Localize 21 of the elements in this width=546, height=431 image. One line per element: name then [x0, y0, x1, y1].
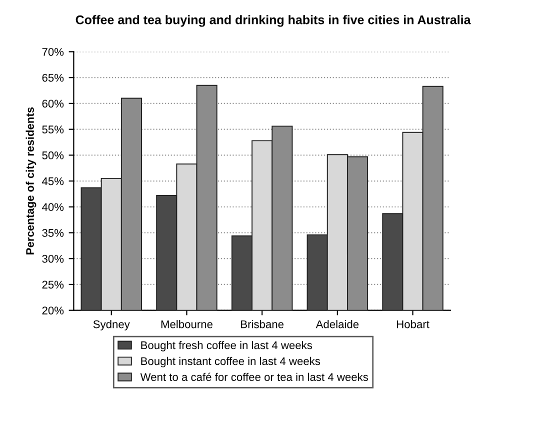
y-tick-label: 55%	[42, 126, 64, 134]
y-axis-title: Percentage of city residents	[26, 107, 36, 254]
y-tick-label: 25%	[42, 280, 64, 289]
chart-title: Coffee and tea buying and drinking habits in five cities in Australia	[76, 15, 471, 27]
y-tick-label: 40%	[42, 203, 64, 212]
x-tick-label: Hobart	[397, 320, 430, 328]
legend-label: Went to a café for coffee or tea in last 4 weeks	[140, 372, 368, 381]
legend-label: Bought fresh coffee in last 4 weeks	[141, 341, 312, 352]
y-tick-label: 60%	[42, 100, 64, 108]
x-tick-label: Sydney	[93, 320, 130, 330]
x-tick-label: Brisbane	[241, 320, 284, 328]
y-tick-label: 50%	[42, 151, 64, 160]
y-tick-label: 20%	[42, 306, 64, 314]
x-tick-label: Adelaide	[316, 320, 359, 328]
y-tick-label: 30%	[42, 254, 64, 263]
y-tick-label: 45%	[42, 177, 64, 186]
y-tick-label: 65%	[42, 74, 64, 82]
y-tick-label: 70%	[42, 48, 64, 56]
y-tick-label: 35%	[42, 229, 64, 237]
legend-label: Bought instant coffee in last 4 weeks	[141, 356, 320, 368]
x-tick-label: Melbourne	[161, 320, 212, 328]
